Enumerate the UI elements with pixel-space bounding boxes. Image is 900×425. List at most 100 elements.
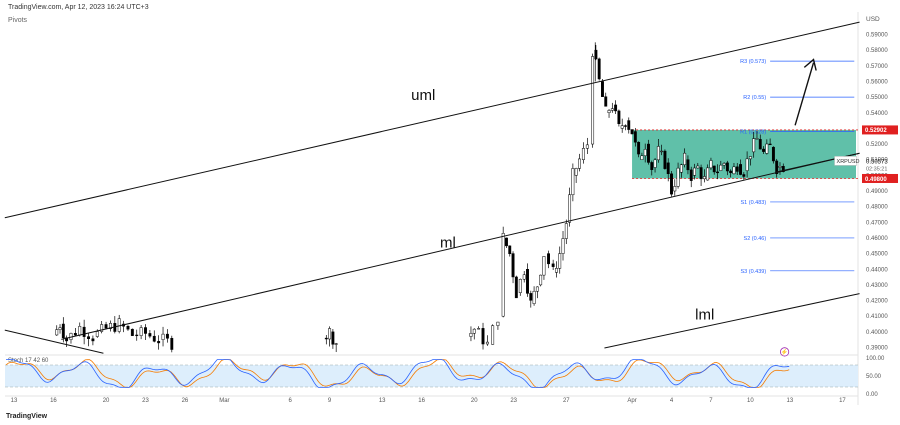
price-axis: USD 0.59000 0.58000 0.57000 0.56000 0.55000 0.…	[834, 16, 898, 352]
time-tick-label: 6	[288, 398, 292, 404]
stoch-k-line	[6, 359, 790, 388]
candle-body	[135, 334, 139, 337]
bar-countdown: 02:35:21	[866, 166, 887, 172]
candle-body	[104, 324, 108, 329]
candle-body	[614, 104, 618, 112]
candle-body	[781, 166, 785, 172]
candle-body	[100, 324, 104, 332]
candle-body	[725, 162, 729, 172]
candle-body	[683, 152, 687, 166]
ml-label: ml	[440, 234, 456, 251]
candles	[55, 42, 785, 353]
candle-body	[676, 167, 680, 187]
time-tick-label: 7	[709, 398, 713, 404]
candle-body	[496, 321, 500, 326]
candle-body	[742, 174, 746, 177]
candle-body	[758, 139, 762, 150]
candle-body	[696, 165, 700, 169]
indicator-label: Pivots	[8, 17, 28, 24]
time-tick-label: Apr	[627, 398, 636, 404]
time-tick-label: 9	[328, 398, 332, 404]
median-line	[61, 152, 860, 340]
candle-body	[775, 160, 779, 175]
candle-body	[547, 253, 550, 265]
candle-body	[508, 245, 512, 255]
time-tick-label: 20	[471, 398, 478, 404]
candle-body	[522, 274, 526, 280]
candle-body	[554, 268, 558, 273]
candle-body	[558, 253, 562, 269]
price-tick-label: 0.43000	[866, 283, 888, 289]
candle-body	[324, 337, 328, 340]
price-tick-label: 0.48000	[866, 205, 888, 211]
candle-body	[561, 238, 565, 254]
candle-body	[477, 328, 481, 330]
candle-body	[472, 328, 476, 334]
candle-body	[607, 110, 611, 113]
lightning-icon	[779, 347, 790, 357]
candle-body	[686, 159, 690, 171]
candle-body	[706, 167, 710, 181]
candle-body	[647, 143, 650, 163]
candle-body	[61, 323, 65, 339]
time-tick-label: 26	[182, 398, 189, 404]
candle-body	[581, 148, 585, 160]
price-tick-label: 0.42000	[866, 299, 888, 305]
time-tick-label: 16	[50, 398, 57, 404]
candle-body	[755, 138, 759, 140]
pivot-label: S2 (0.46)	[744, 236, 767, 242]
candle-body	[765, 143, 769, 154]
candle-body	[108, 323, 112, 329]
pivot-label: R3 (0.573)	[740, 59, 766, 65]
support-badge-bg	[862, 173, 898, 183]
candle-body	[485, 341, 489, 345]
candle-body	[152, 335, 156, 342]
price-tick-label: 0.47000	[866, 220, 888, 226]
candle-body	[693, 167, 696, 176]
candle-body	[630, 129, 634, 135]
candle-body	[73, 333, 77, 336]
target-arrow-shaft	[794, 62, 815, 126]
candle-body	[601, 81, 604, 97]
candle-body	[331, 331, 335, 345]
candle-body	[161, 333, 165, 340]
candle-body	[564, 223, 568, 239]
candle-body	[660, 150, 664, 153]
candle-body	[574, 168, 578, 176]
candle-body	[610, 108, 614, 111]
pivot-label: S1 (0.483)	[740, 200, 766, 206]
candle-body	[568, 194, 572, 223]
stoch-tick-label: 100.00	[866, 356, 885, 362]
candle-body	[170, 338, 174, 350]
candle-body	[511, 253, 515, 278]
candle-body	[778, 166, 782, 168]
candle-body	[702, 176, 706, 180]
stoch-label: Stoch 17 42 60	[8, 358, 49, 364]
candle-body	[585, 144, 589, 149]
candle-body	[640, 155, 644, 160]
pivot-label: R2 (0.55)	[743, 95, 766, 101]
descending-trend-line	[4, 329, 104, 354]
candle-body	[762, 148, 765, 152]
stoch-tick-label: 0.00	[866, 392, 878, 398]
candle-body	[752, 138, 756, 153]
time-tick-label: 4	[670, 398, 674, 404]
time-tick-label: 13	[11, 398, 18, 404]
candle-body	[82, 326, 86, 337]
candle-body	[722, 163, 726, 166]
candle-body	[130, 328, 134, 336]
current-price: 0.50573	[866, 159, 888, 165]
candle-body	[748, 156, 752, 160]
candle-body	[594, 49, 598, 60]
candle-body	[637, 141, 641, 155]
candle-body	[514, 276, 518, 299]
time-tick-label: 10	[747, 398, 754, 404]
candle-body	[148, 333, 152, 337]
pivot-label: S3 (0.439)	[740, 269, 766, 275]
candle-body	[643, 149, 647, 157]
candle-body	[699, 167, 703, 180]
support-badge: 0.49800	[865, 177, 887, 183]
candle-body	[55, 329, 59, 336]
candle-body	[139, 327, 143, 336]
